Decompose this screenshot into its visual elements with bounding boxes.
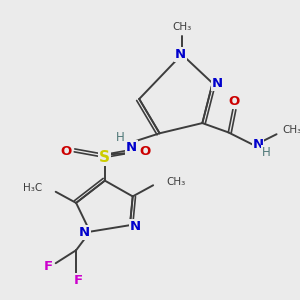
Text: N: N [130,220,141,232]
Text: N: N [175,48,186,61]
Text: H: H [116,131,125,144]
Text: O: O [228,95,239,108]
Text: N: N [126,141,137,154]
Text: CH₃: CH₃ [282,124,300,135]
Text: CH₃: CH₃ [166,177,185,187]
Text: F: F [74,274,82,287]
Text: N: N [79,226,90,239]
Text: O: O [139,146,150,158]
Text: CH₃: CH₃ [172,22,191,32]
Text: F: F [44,260,53,273]
Text: N: N [212,77,223,90]
Text: H: H [262,146,271,159]
Text: S: S [99,150,110,165]
Text: H₃C: H₃C [23,183,43,193]
Text: O: O [60,146,71,158]
Text: N: N [252,138,264,151]
